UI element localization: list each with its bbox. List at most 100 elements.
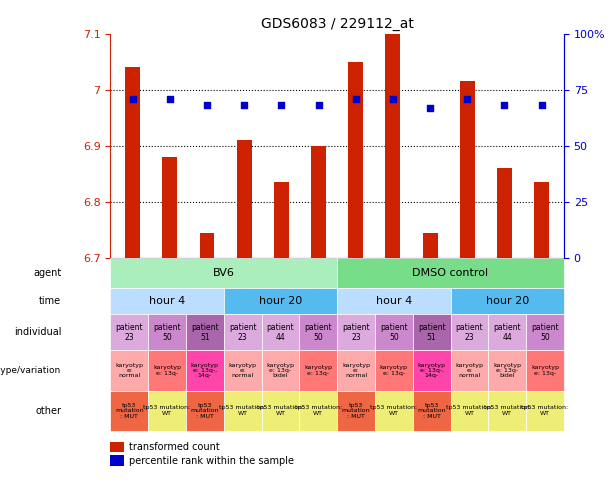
Bar	[460, 82, 474, 258]
Bar	[224, 287, 337, 314]
Bar	[110, 350, 148, 391]
Bar	[274, 182, 289, 258]
Point	[351, 95, 360, 102]
Bar	[526, 314, 564, 350]
Text: tp53
mutation
: MUT: tp53 mutation : MUT	[191, 403, 219, 419]
Text: karyotyp
e:
normal: karyotyp e: normal	[455, 363, 484, 378]
Bar	[162, 157, 177, 258]
Bar	[125, 68, 140, 258]
Bar	[224, 314, 262, 350]
Text: karyotyp
e: 13q-
bidel: karyotyp e: 13q- bidel	[267, 363, 294, 378]
Bar	[375, 391, 413, 431]
Bar	[186, 350, 224, 391]
Text: karyotyp
e:
normal: karyotyp e: normal	[115, 363, 143, 378]
Bar	[110, 391, 148, 431]
Text: patient
23: patient 23	[229, 323, 256, 341]
Point	[165, 95, 175, 102]
Point	[425, 104, 435, 112]
Text: tp53
mutation
: MUT: tp53 mutation : MUT	[115, 403, 143, 419]
Bar	[413, 350, 451, 391]
Point	[202, 101, 212, 109]
Bar	[413, 391, 451, 431]
Text: hour 4: hour 4	[149, 296, 185, 306]
Bar	[262, 350, 299, 391]
Text: genotype/variation: genotype/variation	[0, 366, 61, 375]
Text: patient
44: patient 44	[267, 323, 294, 341]
Bar	[337, 350, 375, 391]
Bar	[337, 258, 564, 287]
Text: patient
50: patient 50	[305, 323, 332, 341]
Text: karyotyp
e: 13q-: karyotyp e: 13q-	[380, 365, 408, 376]
Text: time: time	[39, 296, 61, 306]
Bar	[148, 391, 186, 431]
Bar	[299, 350, 337, 391]
Bar	[186, 391, 224, 431]
Text: karyotyp
e: 13q-: karyotyp e: 13q-	[531, 365, 559, 376]
Text: patient
51: patient 51	[418, 323, 446, 341]
Bar	[110, 442, 124, 453]
Text: tp53
mutation
: MUT: tp53 mutation : MUT	[417, 403, 446, 419]
Bar	[534, 182, 549, 258]
Point	[239, 101, 249, 109]
Bar	[423, 232, 438, 258]
Text: patient
50: patient 50	[531, 323, 559, 341]
Bar	[337, 314, 375, 350]
Text: patient
23: patient 23	[115, 323, 143, 341]
Bar	[110, 314, 148, 350]
Bar	[451, 314, 489, 350]
Text: patient
51: patient 51	[191, 323, 219, 341]
Bar	[262, 314, 299, 350]
Bar	[262, 391, 299, 431]
Bar	[375, 350, 413, 391]
Bar	[526, 350, 564, 391]
Point	[128, 95, 137, 102]
Text: percentile rank within the sample: percentile rank within the sample	[129, 455, 294, 466]
Text: tp53 mutation:
WT: tp53 mutation: WT	[484, 405, 531, 416]
Bar	[186, 314, 224, 350]
Bar	[337, 287, 451, 314]
Bar	[311, 146, 326, 258]
Bar	[299, 314, 337, 350]
Bar	[375, 314, 413, 350]
Bar	[148, 314, 186, 350]
Text: karyotyp
e: 13q-: karyotyp e: 13q-	[153, 365, 181, 376]
Bar	[148, 350, 186, 391]
Text: tp53 mutation:
WT: tp53 mutation: WT	[370, 405, 417, 416]
Text: tp53 mutation:
WT: tp53 mutation: WT	[143, 405, 191, 416]
Point	[462, 95, 472, 102]
Bar	[299, 391, 337, 431]
Bar	[224, 391, 262, 431]
Point	[537, 101, 547, 109]
Point	[314, 101, 324, 109]
Point	[500, 101, 509, 109]
Bar	[337, 391, 375, 431]
Bar	[348, 62, 363, 258]
Text: transformed count: transformed count	[129, 442, 220, 452]
Text: hour 20: hour 20	[259, 296, 302, 306]
Text: tp53 mutation:
WT: tp53 mutation: WT	[522, 405, 569, 416]
Bar	[386, 34, 400, 258]
Text: karyotyp
e:
normal: karyotyp e: normal	[342, 363, 370, 378]
Text: karyotyp
e:
normal: karyotyp e: normal	[229, 363, 257, 378]
Text: agent: agent	[33, 268, 61, 278]
Bar	[224, 350, 262, 391]
Bar	[451, 350, 489, 391]
Bar	[526, 391, 564, 431]
Bar	[489, 314, 526, 350]
Text: BV6: BV6	[213, 268, 235, 278]
Text: hour 4: hour 4	[376, 296, 412, 306]
Point	[388, 95, 398, 102]
Bar	[200, 232, 215, 258]
Bar	[497, 168, 512, 258]
Text: other: other	[35, 406, 61, 416]
Bar	[489, 350, 526, 391]
Bar	[110, 258, 337, 287]
Text: tp53 mutation:
WT: tp53 mutation: WT	[257, 405, 304, 416]
Title: GDS6083 / 229112_at: GDS6083 / 229112_at	[261, 17, 414, 31]
Text: patient
50: patient 50	[380, 323, 408, 341]
Bar	[489, 391, 526, 431]
Text: tp53
mutation
: MUT: tp53 mutation : MUT	[341, 403, 370, 419]
Point	[276, 101, 286, 109]
Text: tp53 mutation:
WT: tp53 mutation: WT	[219, 405, 266, 416]
Bar	[110, 287, 224, 314]
